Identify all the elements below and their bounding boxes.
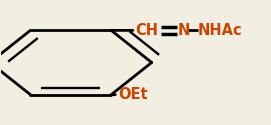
Text: NHAc: NHAc	[198, 23, 243, 38]
Text: CH: CH	[136, 23, 159, 38]
Text: OEt: OEt	[118, 87, 148, 102]
Text: N: N	[178, 23, 191, 38]
